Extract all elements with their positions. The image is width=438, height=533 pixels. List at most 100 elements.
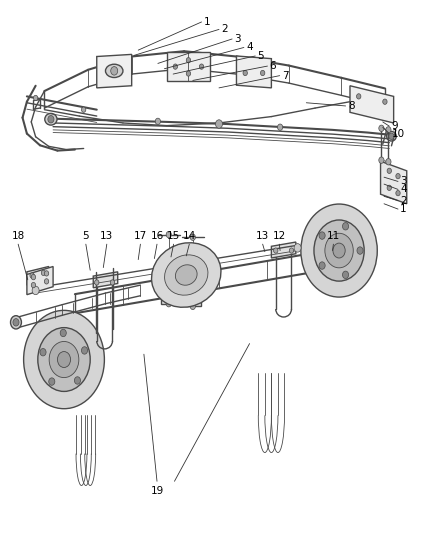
Circle shape [81,107,86,112]
Ellipse shape [301,204,377,297]
Circle shape [396,173,400,179]
Polygon shape [97,54,132,88]
Polygon shape [93,272,118,288]
Circle shape [357,94,361,99]
Ellipse shape [106,64,123,77]
Circle shape [343,271,349,279]
Text: 4: 4 [400,184,407,195]
Polygon shape [272,242,296,258]
Text: 15: 15 [167,231,180,241]
Polygon shape [27,266,53,295]
Circle shape [261,70,265,76]
Ellipse shape [175,265,197,285]
Circle shape [199,64,204,69]
Ellipse shape [387,132,396,141]
Text: 19: 19 [150,486,164,496]
Circle shape [319,262,325,269]
Circle shape [155,118,160,125]
Text: 17: 17 [134,231,147,241]
Circle shape [166,231,171,238]
Circle shape [48,116,54,123]
Ellipse shape [57,352,71,368]
Circle shape [386,127,391,133]
Circle shape [386,159,391,165]
Circle shape [243,70,247,76]
Polygon shape [166,52,210,82]
Text: 8: 8 [348,101,354,111]
Text: 13: 13 [100,231,113,241]
Ellipse shape [152,243,221,307]
Circle shape [387,185,392,190]
Circle shape [274,248,278,253]
Circle shape [173,64,177,69]
Text: 3: 3 [400,176,407,187]
Ellipse shape [165,255,208,295]
Circle shape [278,124,283,131]
Circle shape [396,190,400,196]
Circle shape [44,279,49,284]
Text: 9: 9 [392,121,398,131]
FancyBboxPatch shape [161,268,177,304]
Ellipse shape [24,310,104,409]
Text: 3: 3 [234,34,241,44]
Text: 13: 13 [256,231,269,241]
Text: 5: 5 [82,231,89,241]
Text: 12: 12 [272,231,286,241]
Circle shape [166,301,171,307]
Circle shape [294,244,301,252]
Circle shape [389,133,394,140]
Circle shape [215,120,223,128]
Circle shape [343,223,349,230]
Text: 11: 11 [327,231,340,241]
Circle shape [81,347,88,354]
Polygon shape [350,86,394,123]
Circle shape [95,280,99,285]
Text: 18: 18 [11,231,25,241]
Ellipse shape [11,316,21,329]
Circle shape [383,99,387,104]
Circle shape [40,349,46,356]
Circle shape [32,286,39,295]
Text: 1: 1 [400,204,407,214]
Circle shape [31,274,35,280]
Circle shape [110,280,115,285]
Circle shape [289,248,293,253]
Text: 6: 6 [270,61,276,71]
Circle shape [41,270,46,276]
Circle shape [379,125,384,132]
Polygon shape [27,266,49,285]
Text: 5: 5 [258,51,264,61]
Text: 10: 10 [392,128,405,139]
Circle shape [186,71,191,76]
Ellipse shape [333,243,345,258]
Ellipse shape [38,328,90,391]
Circle shape [190,234,195,240]
Circle shape [44,271,49,276]
Text: 4: 4 [246,43,253,52]
Circle shape [186,58,191,63]
Text: 2: 2 [221,25,228,35]
Text: 16: 16 [150,231,164,241]
Ellipse shape [325,233,353,268]
Circle shape [49,378,55,385]
Circle shape [387,168,392,173]
Circle shape [357,247,363,254]
Text: 1: 1 [204,17,210,27]
FancyBboxPatch shape [185,270,201,306]
Circle shape [190,303,195,310]
Polygon shape [381,161,407,204]
Circle shape [31,282,35,288]
Circle shape [74,377,81,384]
Circle shape [319,232,325,239]
Circle shape [60,329,66,337]
Text: 7: 7 [282,71,289,80]
Circle shape [13,319,19,326]
Polygon shape [237,56,272,88]
Circle shape [30,273,34,278]
Text: 14: 14 [183,231,196,241]
Circle shape [379,157,384,164]
Ellipse shape [49,342,79,377]
Circle shape [111,67,118,75]
Text: 2: 2 [400,196,407,206]
Ellipse shape [45,114,57,125]
